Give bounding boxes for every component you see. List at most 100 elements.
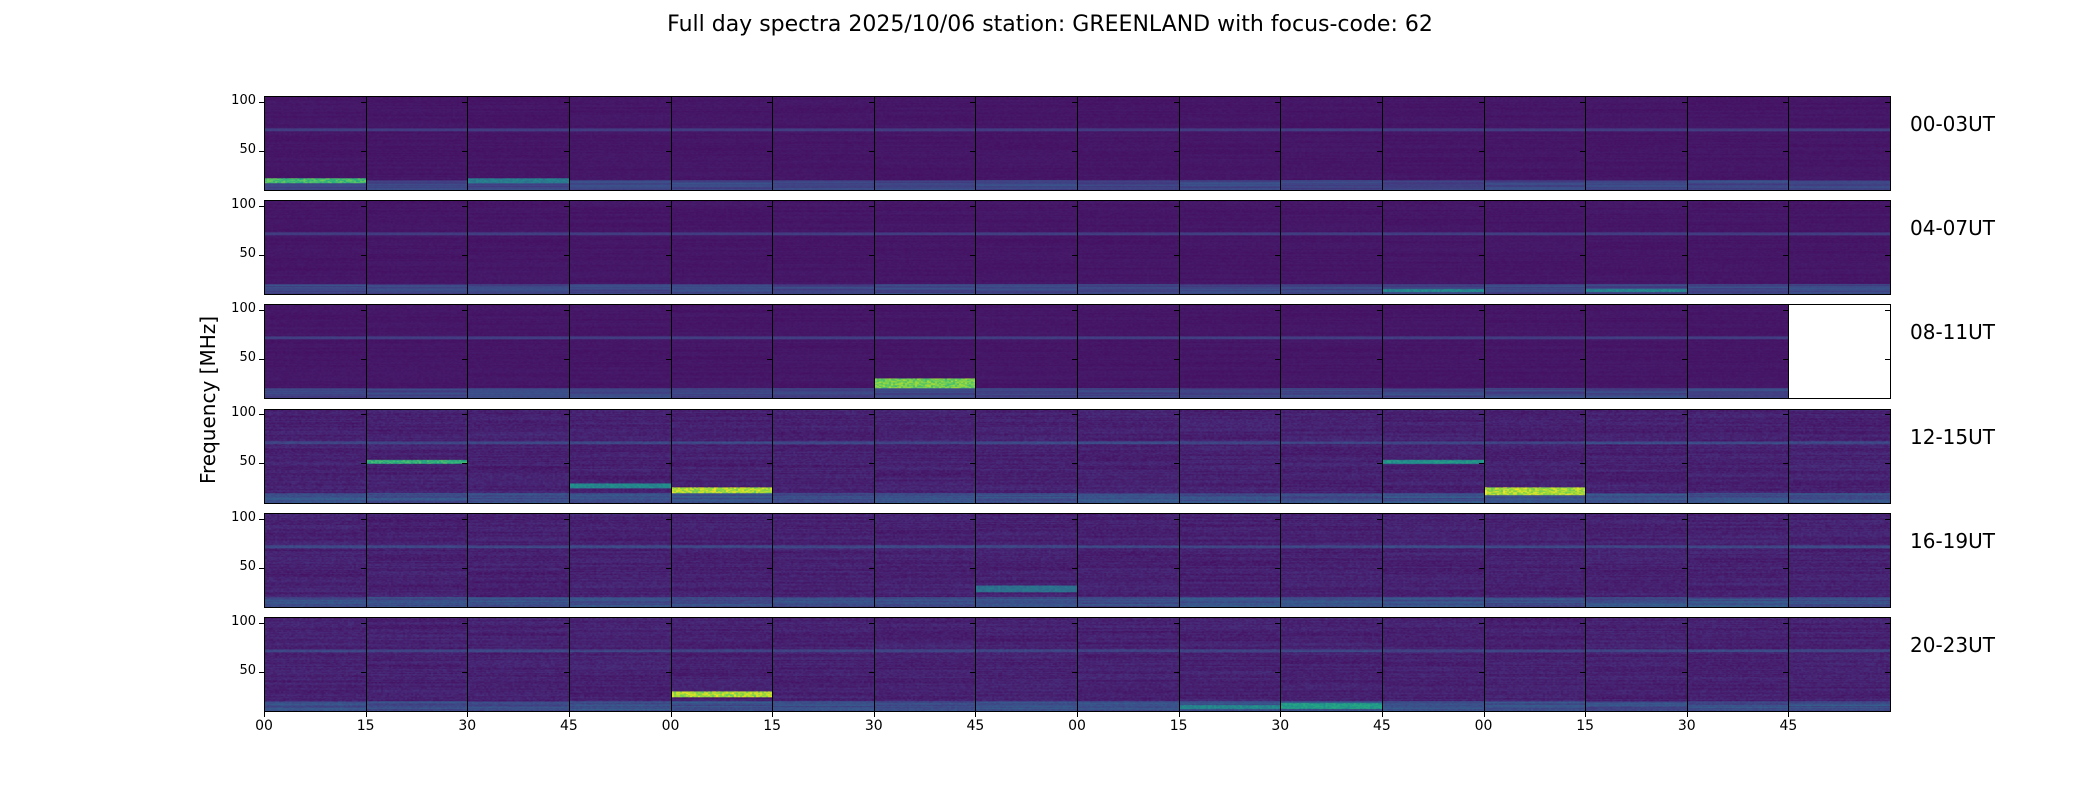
spectrum-panel-00-03UT-7 (975, 96, 1078, 191)
spectrogram-image (1281, 305, 1382, 399)
spectrogram-image (1484, 618, 1586, 711)
y-tick-mark (563, 101, 569, 103)
spectrum-panel-12-15UT-4 (670, 408, 774, 504)
x-tick-label: 00 (1474, 718, 1493, 734)
spectrogram-image (671, 409, 773, 503)
y-tick-mark (665, 150, 671, 152)
y-tick-mark (1072, 255, 1077, 257)
y-tick-mark (1580, 671, 1586, 673)
y-tick-mark (970, 622, 976, 624)
spectrum-panel-12-15UT-8 (1077, 408, 1180, 504)
y-tick-mark (259, 359, 264, 361)
chart-title: Full day spectra 2025/10/06 station: GRE… (667, 12, 1433, 37)
x-tick-mark (1280, 712, 1282, 717)
spectrogram-image (569, 513, 671, 607)
y-tick-mark (1478, 101, 1484, 103)
spectrum-panel-00-03UT-11 (1381, 96, 1485, 191)
spectrum-panel-08-11UT-15 (1788, 304, 1891, 400)
spectrogram-image (773, 513, 874, 607)
y-tick-mark (563, 255, 569, 257)
spectrum-panel-12-15UT-2 (467, 408, 570, 504)
x-tick-mark (873, 712, 875, 717)
y-tick-label: 50 (239, 662, 256, 678)
y-tick-mark (1275, 359, 1281, 361)
y-tick-mark (1072, 101, 1077, 103)
y-tick-mark (1173, 414, 1179, 416)
spectrogram-image (1179, 513, 1281, 607)
spectrogram-image (1789, 201, 1890, 295)
spectrogram-image (1586, 97, 1687, 190)
x-tick-mark (568, 712, 570, 717)
y-tick-label: 50 (239, 558, 256, 574)
y-tick-mark (1275, 150, 1281, 152)
x-tick-label: 15 (1576, 718, 1595, 734)
y-tick-mark (563, 414, 569, 416)
spectrum-panel-16-19UT-7 (975, 512, 1078, 608)
spectrum-panel-00-03UT-4 (670, 96, 774, 191)
y-tick-mark (1681, 310, 1687, 312)
y-tick-mark (1580, 414, 1586, 416)
x-tick-label: 30 (1677, 718, 1696, 734)
y-tick-mark (1478, 518, 1484, 520)
y-tick-mark (1580, 310, 1586, 312)
y-tick-mark (1580, 255, 1586, 257)
y-tick-mark (1376, 567, 1382, 569)
y-tick-mark (1376, 310, 1382, 312)
spectrogram-image (265, 97, 366, 190)
y-tick-mark (563, 671, 569, 673)
spectrum-panel-08-11UT-9 (1178, 304, 1282, 400)
y-tick-mark (462, 101, 468, 103)
x-tick-mark (1686, 712, 1688, 717)
spectrum-panel-20-23UT-4 (670, 617, 774, 712)
y-tick-mark (1478, 359, 1484, 361)
y-tick-mark (1072, 567, 1077, 569)
y-tick-mark (1783, 622, 1789, 624)
y-tick-mark (1072, 463, 1077, 465)
y-tick-mark (563, 359, 569, 361)
y-tick-mark (563, 622, 569, 624)
spectrum-panel-04-07UT-14 (1686, 200, 1790, 296)
spectrum-panel-12-15UT-3 (568, 408, 672, 504)
y-tick-mark (868, 622, 874, 624)
spectrogram-image (1484, 305, 1586, 399)
y-tick-mark (970, 463, 976, 465)
spectrum-panel-00-03UT-5 (772, 96, 875, 191)
x-tick-label: 00 (1068, 718, 1086, 734)
y-tick-mark (360, 150, 366, 152)
y-tick-mark (360, 414, 366, 416)
y-tick-mark (563, 518, 569, 520)
y-tick-mark (259, 463, 264, 465)
y-tick-mark (462, 255, 468, 257)
y-tick-mark (1681, 671, 1687, 673)
spectrogram-image (1078, 305, 1179, 399)
spectrum-panel-08-11UT-5 (772, 304, 875, 400)
x-tick-label: 45 (966, 718, 985, 734)
y-tick-mark (1275, 622, 1281, 624)
y-tick-mark (1478, 414, 1484, 416)
y-tick-mark (1478, 567, 1484, 569)
spectrum-panel-16-19UT-8 (1077, 512, 1180, 608)
spectrum-panel-00-03UT-14 (1686, 96, 1790, 191)
spectrogram-image (671, 305, 773, 399)
spectrum-panel-00-03UT-10 (1280, 96, 1383, 191)
y-tick-label: 50 (239, 350, 256, 366)
y-tick-mark (1580, 463, 1586, 465)
spectrum-panel-20-23UT-2 (467, 617, 570, 712)
y-tick-mark (1580, 150, 1586, 152)
spectrum-panel-08-11UT-6 (873, 304, 977, 400)
spectrum-panel-12-15UT-10 (1280, 408, 1383, 504)
spectrogram-image (1078, 513, 1179, 607)
row-time-label: 00-03UT (1910, 112, 1995, 136)
spectrum-panel-12-15UT-1 (365, 408, 469, 504)
y-tick-mark (1275, 671, 1281, 673)
y-tick-mark (970, 150, 976, 152)
spectrogram-image (1078, 97, 1179, 190)
y-tick-mark (1783, 414, 1789, 416)
y-tick-mark (1275, 567, 1281, 569)
y-tick-label: 50 (239, 454, 256, 470)
spectrum-panel-20-23UT-1 (365, 617, 469, 712)
y-tick-mark (767, 414, 773, 416)
spectrogram-image (874, 97, 976, 190)
spectrum-panel-00-03UT-2 (467, 96, 570, 191)
spectrum-panel-16-19UT-5 (772, 512, 875, 608)
